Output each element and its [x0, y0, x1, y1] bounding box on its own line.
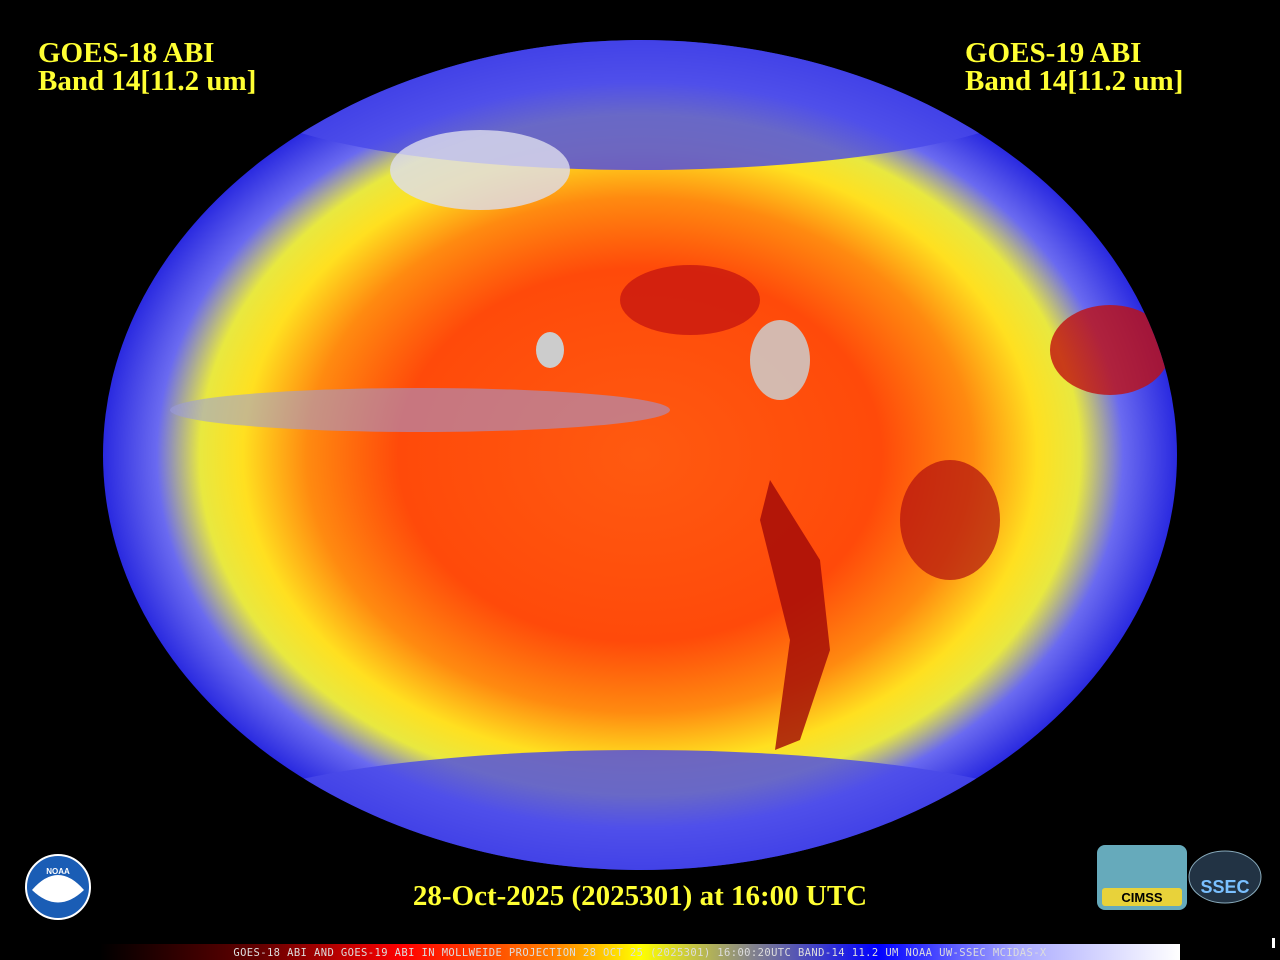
hot-region	[620, 265, 760, 335]
ssec-logo: SSEC	[1188, 850, 1262, 904]
noaa-bird	[32, 875, 84, 903]
cimss-logo: CIMSS	[1097, 845, 1187, 910]
left-band: Band 14[11.2 um]	[38, 65, 256, 97]
north-cloud-band	[220, 40, 1060, 170]
ssec-emblem	[1188, 850, 1262, 904]
color-bar	[100, 944, 1180, 960]
noaa-logo: NOAA	[25, 854, 91, 920]
storm	[536, 332, 564, 368]
footer-text: GOES-18 ABI AND GOES-19 ABI IN MOLLWEIDE…	[233, 947, 1047, 959]
left-satellite: GOES-18 ABI	[38, 37, 214, 69]
land-hot	[760, 480, 830, 750]
hot-region	[900, 460, 1000, 580]
cloud-features	[170, 40, 1170, 870]
ssec-text: SSEC	[1200, 877, 1249, 897]
hot-region	[1050, 305, 1170, 395]
right-satellite: GOES-19 ABI	[965, 37, 1141, 69]
noaa-text: NOAA	[46, 867, 70, 876]
itcz	[170, 388, 670, 432]
timestamp: 28-Oct-2025 (2025301) at 16:00 UTC	[413, 880, 867, 912]
cimss-band	[1102, 888, 1182, 906]
cimss-text: CIMSS	[1121, 890, 1163, 905]
storm	[750, 320, 810, 400]
earth-disk	[103, 40, 1177, 870]
south-cloud-band	[180, 750, 1100, 870]
corner-mark	[1272, 938, 1275, 948]
storm	[390, 130, 570, 210]
right-band: Band 14[11.2 um]	[965, 65, 1183, 97]
